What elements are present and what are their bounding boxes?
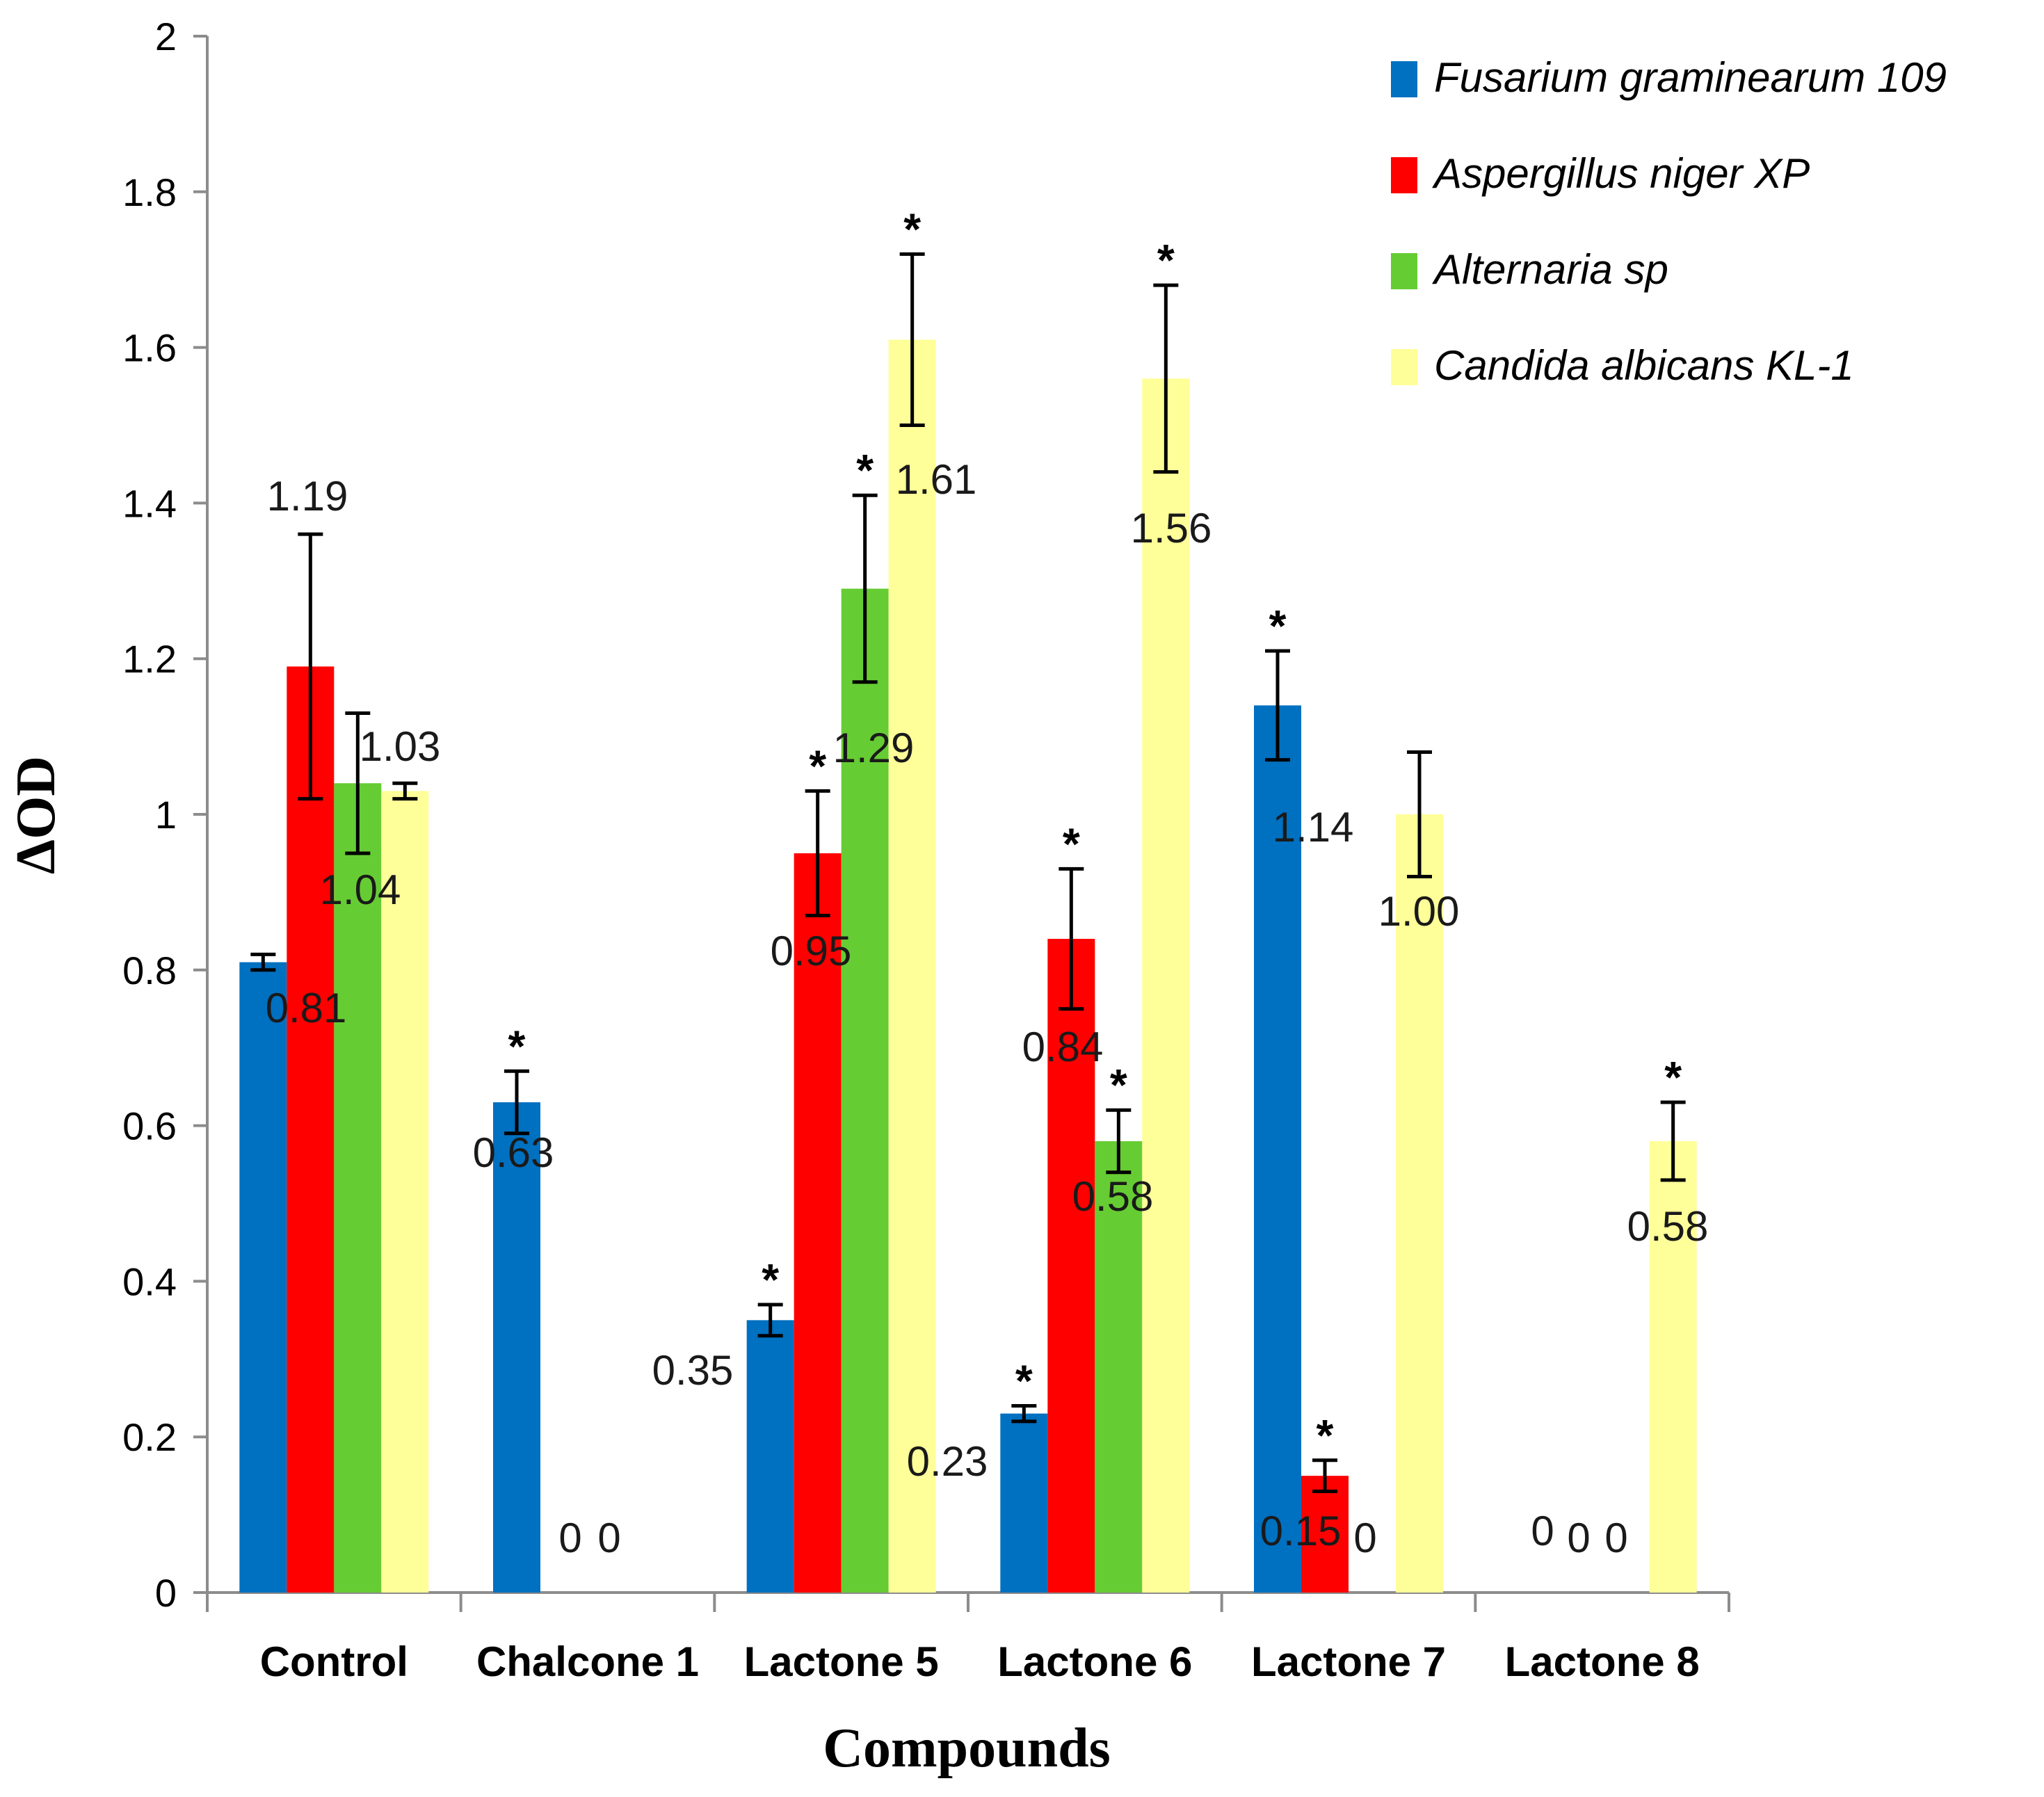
- y-axis-title: ΔOD: [6, 756, 67, 874]
- bar: [1396, 814, 1443, 1593]
- bar: [381, 791, 429, 1593]
- bar: [888, 339, 936, 1593]
- y-tick-label: 0.2: [122, 1415, 177, 1459]
- data-label: 1.00: [1378, 888, 1460, 935]
- y-tick-label: 0.6: [122, 1104, 177, 1148]
- data-label: 0.63: [473, 1129, 554, 1176]
- bars: [239, 339, 1697, 1593]
- error-bars: [250, 252, 1686, 1494]
- y-tick-label: 1: [155, 793, 177, 837]
- data-label: 1.29: [833, 725, 915, 771]
- legend-swatch: [1391, 349, 1417, 385]
- legend-swatch: [1391, 157, 1417, 193]
- bar: [1254, 705, 1301, 1593]
- data-label: 1.19: [267, 473, 348, 519]
- x-tick-label: Lactone 6: [997, 1638, 1192, 1685]
- bar: [1142, 378, 1190, 1593]
- bar: [746, 1320, 794, 1593]
- legend: Fusarium graminearum 109 Aspergillus nige…: [1391, 54, 1947, 389]
- data-label: 0.84: [1022, 1024, 1104, 1070]
- legend-label: Fusarium graminearum 109: [1434, 54, 1947, 101]
- bar: [334, 783, 382, 1593]
- data-label: 0.15: [1260, 1508, 1342, 1554]
- significance-marker: *: [762, 1255, 779, 1305]
- legend-label: Alternaria sp: [1432, 246, 1668, 293]
- y-tick-label: 1.4: [122, 481, 177, 525]
- significance-marker: *: [856, 445, 874, 495]
- significance-marker: *: [508, 1021, 526, 1071]
- significance-marker: *: [1317, 1410, 1334, 1460]
- data-label: 0: [1531, 1508, 1554, 1554]
- significance-marker: *: [1664, 1052, 1682, 1102]
- bar: [239, 962, 287, 1593]
- data-label: 0: [1604, 1515, 1627, 1561]
- x-axis-title: Compounds: [823, 1718, 1111, 1779]
- data-label: 0.35: [652, 1347, 734, 1394]
- bar: [1095, 1141, 1143, 1593]
- bar: [841, 588, 889, 1593]
- legend-label: Aspergillus niger XP: [1432, 150, 1810, 197]
- data-label: 0.95: [771, 928, 852, 974]
- significance-marker: *: [1269, 601, 1287, 651]
- significance-marker: *: [809, 741, 826, 791]
- x-tick-label: Control: [260, 1638, 408, 1685]
- data-label: 0.23: [907, 1438, 988, 1485]
- significance-marker: *: [1015, 1355, 1033, 1405]
- data-label: 0: [558, 1515, 581, 1561]
- bar: [1301, 1476, 1349, 1593]
- significance-marker: *: [1110, 1060, 1127, 1110]
- significance-marker: *: [1063, 819, 1080, 869]
- x-tick-label: Lactone 5: [744, 1638, 939, 1685]
- legend-label: Candida albicans KL-1: [1434, 342, 1854, 389]
- legend-swatch: [1391, 61, 1417, 97]
- data-label: 1.56: [1131, 505, 1212, 551]
- y-tick-label: 0: [155, 1571, 177, 1615]
- x-tick-label: Lactone 7: [1251, 1638, 1446, 1685]
- y-tick-label: 0.8: [122, 949, 177, 992]
- legend-swatch: [1391, 253, 1417, 289]
- data-label: 1.14: [1273, 804, 1354, 851]
- bar: [794, 853, 842, 1593]
- significance-marker: *: [903, 204, 921, 254]
- y-tick-label: 1.2: [122, 637, 177, 681]
- data-label: 0.81: [266, 985, 347, 1031]
- bar: [287, 666, 335, 1593]
- x-tick-label: Chalcone 1: [476, 1638, 699, 1685]
- data-label: 1.61: [896, 456, 977, 503]
- data-label: 0: [597, 1515, 620, 1561]
- bar: [1047, 939, 1095, 1593]
- y-tick-label: 2: [155, 15, 177, 58]
- bar: [1649, 1141, 1697, 1593]
- data-label: 1.03: [360, 723, 441, 770]
- significance-marker: *: [1157, 235, 1175, 285]
- y-tick-label: 1.8: [122, 170, 177, 214]
- y-tick-label: 0.4: [122, 1259, 177, 1303]
- data-label: 0: [1353, 1515, 1376, 1561]
- bar: [493, 1102, 540, 1593]
- data-label: 0.58: [1627, 1203, 1709, 1250]
- y-tick-label: 1.6: [122, 326, 177, 370]
- data-labels: ************0.810.630.350.231.1401.1900.…: [266, 204, 1709, 1561]
- data-label: 0: [1567, 1515, 1590, 1561]
- data-label: 1.04: [320, 867, 401, 913]
- x-tick-label: Lactone 8: [1505, 1638, 1700, 1685]
- bar: [1000, 1413, 1048, 1593]
- data-label: 0.58: [1072, 1173, 1154, 1220]
